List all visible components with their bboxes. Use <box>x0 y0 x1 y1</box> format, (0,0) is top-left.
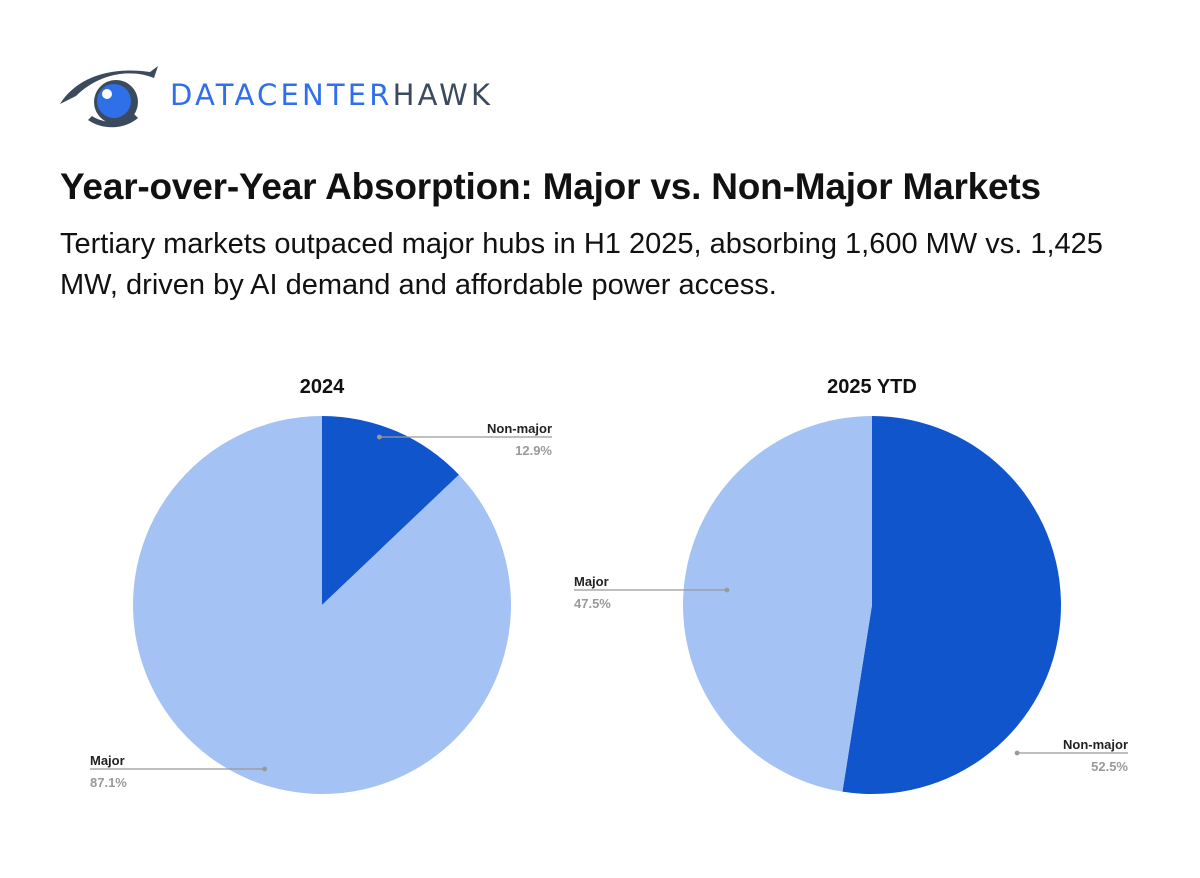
slice-label-2024-major: Major <box>90 753 125 768</box>
chart-title-2025-ytd: 2025 YTD <box>827 376 917 398</box>
slice-value-2025-ytd-non-major: 52.5% <box>1091 759 1128 774</box>
slice-value-2024-non-major: 12.9% <box>515 443 552 458</box>
hawk-eye-icon <box>60 66 158 128</box>
leader-dot-2025-ytd-major <box>724 587 730 593</box>
page-subtitle: Tertiary markets outpaced major hubs in … <box>60 228 1103 301</box>
leader-dot-2025-ytd-non-major <box>1014 750 1020 756</box>
slice-value-2025-ytd-major: 47.5% <box>574 596 611 611</box>
leader-dot-2024-non-major <box>376 434 382 440</box>
brand-logo: DATACENTERHAWK <box>58 60 493 130</box>
slice-label-2025-ytd-non-major: Non-major <box>1063 737 1128 752</box>
page-title: Year-over-Year Absorption: Major vs. Non… <box>60 166 1041 207</box>
slice-label-2025-ytd-major: Major <box>574 574 609 589</box>
chart-title-2024: 2024 <box>300 376 345 398</box>
brand-wordmark: DATACENTERHAWK <box>170 78 494 112</box>
pie-slice-2024-non-major <box>322 416 459 605</box>
leader-dot-2024-major <box>262 766 268 772</box>
slice-value-2024-major: 87.1% <box>90 775 127 790</box>
pie-slice-2025-ytd-non-major <box>842 416 1062 794</box>
pie-slice-2025-ytd-major <box>683 416 872 792</box>
slice-label-2024-non-major: Non-major <box>487 421 552 436</box>
pie-slice-2024-major <box>132 416 511 794</box>
